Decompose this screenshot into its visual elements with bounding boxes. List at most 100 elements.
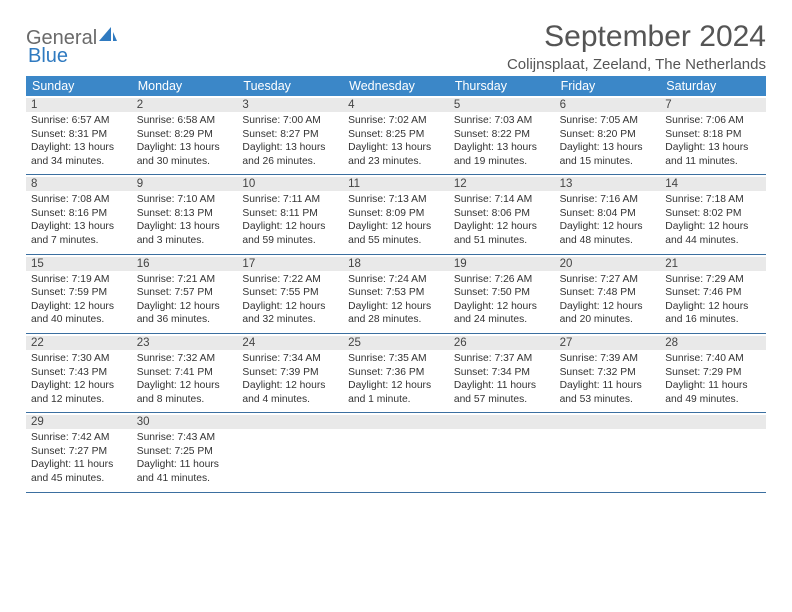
sunset-line: Sunset: 7:50 PM — [454, 286, 550, 300]
daylight-line-2: and 7 minutes. — [31, 234, 127, 248]
day-number: 18 — [343, 257, 449, 271]
daylight-line-2: and 1 minute. — [348, 393, 444, 407]
sunrise-line: Sunrise: 7:21 AM — [137, 273, 233, 287]
day-number: 10 — [237, 177, 343, 191]
daylight-line-1: Daylight: 12 hours — [454, 220, 550, 234]
daylight-line-2: and 24 minutes. — [454, 313, 550, 327]
calendar-day: 18Sunrise: 7:24 AMSunset: 7:53 PMDayligh… — [343, 255, 449, 333]
daylight-line-1: Daylight: 13 hours — [31, 141, 127, 155]
weekday-header: Monday — [132, 76, 238, 96]
calendar-week: 22Sunrise: 7:30 AMSunset: 7:43 PMDayligh… — [26, 334, 766, 413]
calendar-day: 10Sunrise: 7:11 AMSunset: 8:11 PMDayligh… — [237, 175, 343, 253]
sunset-line: Sunset: 8:16 PM — [31, 207, 127, 221]
daylight-line-1: Daylight: 12 hours — [348, 300, 444, 314]
sunrise-line: Sunrise: 7:30 AM — [31, 352, 127, 366]
day-number: 15 — [26, 257, 132, 271]
sunrise-line: Sunrise: 7:26 AM — [454, 273, 550, 287]
calendar-week: 1Sunrise: 6:57 AMSunset: 8:31 PMDaylight… — [26, 96, 766, 175]
day-number: 5 — [449, 98, 555, 112]
daylight-line-2: and 15 minutes. — [560, 155, 656, 169]
daylight-line-1: Daylight: 12 hours — [242, 300, 338, 314]
sunrise-line: Sunrise: 7:05 AM — [560, 114, 656, 128]
day-number: 2 — [132, 98, 238, 112]
sunrise-line: Sunrise: 7:32 AM — [137, 352, 233, 366]
calendar-day: 25Sunrise: 7:35 AMSunset: 7:36 PMDayligh… — [343, 334, 449, 412]
weekday-header: Tuesday — [237, 76, 343, 96]
daylight-line-2: and 41 minutes. — [137, 472, 233, 486]
calendar-day: 6Sunrise: 7:05 AMSunset: 8:20 PMDaylight… — [555, 96, 661, 174]
sunset-line: Sunset: 7:36 PM — [348, 366, 444, 380]
daylight-line-2: and 55 minutes. — [348, 234, 444, 248]
sunrise-line: Sunrise: 7:18 AM — [665, 193, 761, 207]
brand-part2: Blue — [28, 45, 68, 68]
calendar-day: 27Sunrise: 7:39 AMSunset: 7:32 PMDayligh… — [555, 334, 661, 412]
sunrise-line: Sunrise: 7:03 AM — [454, 114, 550, 128]
calendar-day: 11Sunrise: 7:13 AMSunset: 8:09 PMDayligh… — [343, 175, 449, 253]
sunrise-line: Sunrise: 7:24 AM — [348, 273, 444, 287]
day-number: 17 — [237, 257, 343, 271]
weekday-header: Saturday — [660, 76, 766, 96]
daylight-line-1: Daylight: 13 hours — [242, 141, 338, 155]
daylight-line-1: Daylight: 11 hours — [454, 379, 550, 393]
calendar-day — [660, 413, 766, 491]
calendar-day — [343, 413, 449, 491]
daylight-line-2: and 48 minutes. — [560, 234, 656, 248]
daylight-line-1: Daylight: 11 hours — [560, 379, 656, 393]
calendar-day — [555, 413, 661, 491]
calendar-day: 13Sunrise: 7:16 AMSunset: 8:04 PMDayligh… — [555, 175, 661, 253]
calendar-day: 30Sunrise: 7:43 AMSunset: 7:25 PMDayligh… — [132, 413, 238, 491]
daylight-line-1: Daylight: 13 hours — [665, 141, 761, 155]
sunset-line: Sunset: 8:22 PM — [454, 128, 550, 142]
weekday-header: Sunday — [26, 76, 132, 96]
sunset-line: Sunset: 7:48 PM — [560, 286, 656, 300]
sunrise-line: Sunrise: 7:10 AM — [137, 193, 233, 207]
sunrise-line: Sunrise: 7:37 AM — [454, 352, 550, 366]
day-number: 26 — [449, 336, 555, 350]
calendar-day: 9Sunrise: 7:10 AMSunset: 8:13 PMDaylight… — [132, 175, 238, 253]
day-number: 25 — [343, 336, 449, 350]
calendar-day: 29Sunrise: 7:42 AMSunset: 7:27 PMDayligh… — [26, 413, 132, 491]
sunset-line: Sunset: 7:46 PM — [665, 286, 761, 300]
daylight-line-2: and 28 minutes. — [348, 313, 444, 327]
calendar-day: 4Sunrise: 7:02 AMSunset: 8:25 PMDaylight… — [343, 96, 449, 174]
sunset-line: Sunset: 7:59 PM — [31, 286, 127, 300]
daylight-line-1: Daylight: 13 hours — [454, 141, 550, 155]
weekday-header: Friday — [555, 76, 661, 96]
daylight-line-1: Daylight: 12 hours — [137, 300, 233, 314]
daylight-line-1: Daylight: 12 hours — [137, 379, 233, 393]
sunrise-line: Sunrise: 7:42 AM — [31, 431, 127, 445]
sunrise-line: Sunrise: 7:27 AM — [560, 273, 656, 287]
sunrise-line: Sunrise: 7:13 AM — [348, 193, 444, 207]
calendar-day: 5 Sunrise: 7:03 AMSunset: 8:22 PMDaylight… — [449, 96, 555, 174]
brand-sail-icon — [98, 26, 118, 50]
sunset-line: Sunset: 7:32 PM — [560, 366, 656, 380]
sunset-line: Sunset: 8:20 PM — [560, 128, 656, 142]
day-number: 1 — [26, 98, 132, 112]
daylight-line-2: and 51 minutes. — [454, 234, 550, 248]
day-number: 9 — [132, 177, 238, 191]
calendar-day: 19Sunrise: 7:26 AMSunset: 7:50 PMDayligh… — [449, 255, 555, 333]
calendar-day: 20Sunrise: 7:27 AMSunset: 7:48 PMDayligh… — [555, 255, 661, 333]
sunrise-line: Sunrise: 7:08 AM — [31, 193, 127, 207]
calendar-day: 12Sunrise: 7:14 AMSunset: 8:06 PMDayligh… — [449, 175, 555, 253]
sunrise-line: Sunrise: 7:00 AM — [242, 114, 338, 128]
sunrise-line: Sunrise: 6:58 AM — [137, 114, 233, 128]
sunset-line: Sunset: 7:29 PM — [665, 366, 761, 380]
daylight-line-2: and 8 minutes. — [137, 393, 233, 407]
day-number: 28 — [660, 336, 766, 350]
day-number: 20 — [555, 257, 661, 271]
daylight-line-1: Daylight: 13 hours — [137, 220, 233, 234]
calendar-day: 2Sunrise: 6:58 AMSunset: 8:29 PMDaylight… — [132, 96, 238, 174]
day-number: 12 — [449, 177, 555, 191]
daylight-line-2: and 57 minutes. — [454, 393, 550, 407]
weekday-header: Thursday — [449, 76, 555, 96]
title-block: September 2024 Colijnsplaat, Zeeland, Th… — [507, 20, 766, 73]
sunrise-line: Sunrise: 7:43 AM — [137, 431, 233, 445]
daylight-line-1: Daylight: 12 hours — [242, 220, 338, 234]
calendar-day: 15Sunrise: 7:19 AMSunset: 7:59 PMDayligh… — [26, 255, 132, 333]
daylight-line-2: and 11 minutes. — [665, 155, 761, 169]
daylight-line-2: and 16 minutes. — [665, 313, 761, 327]
calendar-day: 3Sunrise: 7:00 AMSunset: 8:27 PMDaylight… — [237, 96, 343, 174]
sunrise-line: Sunrise: 7:35 AM — [348, 352, 444, 366]
day-number: 11 — [343, 177, 449, 191]
